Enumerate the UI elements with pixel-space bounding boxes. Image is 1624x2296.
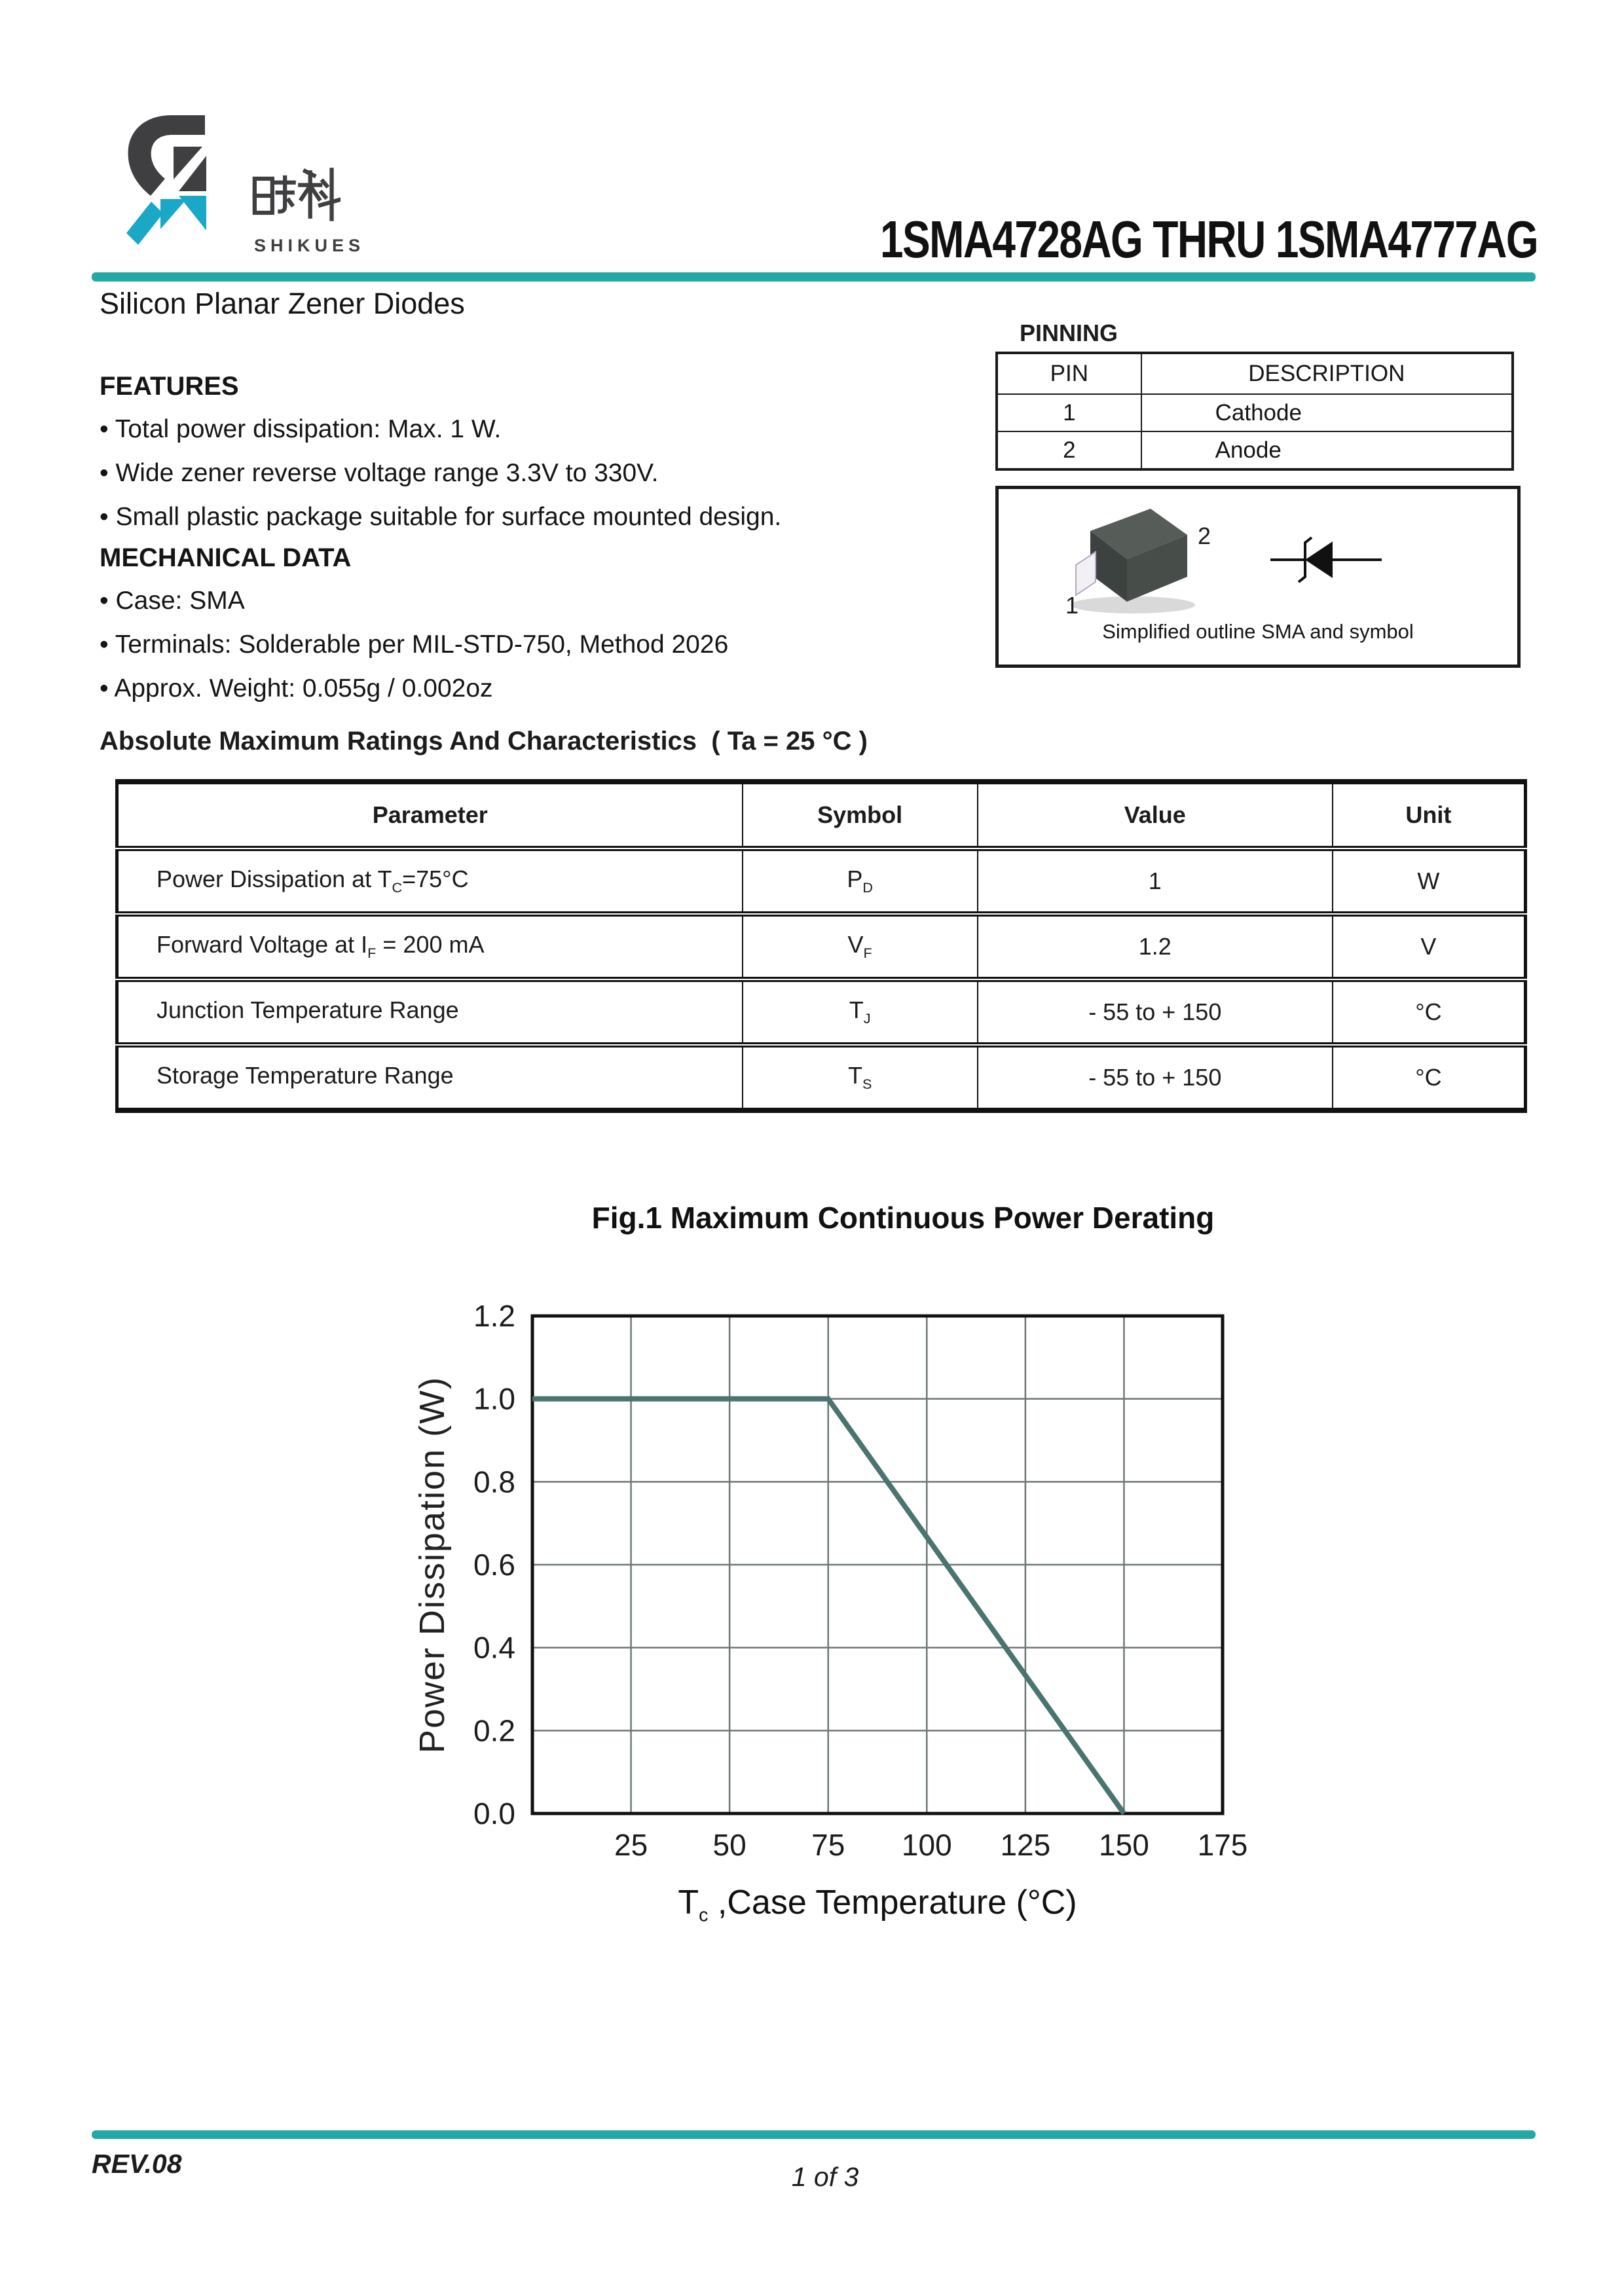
column-header: Parameter: [117, 782, 743, 851]
symbol-cell: TS: [742, 1045, 978, 1110]
pinning-heading: PINNING: [1020, 319, 1118, 346]
value-cell: 1: [977, 848, 1333, 917]
footer-rule: [92, 2130, 1536, 2139]
logo-latin-text: SHIKUES: [254, 236, 365, 255]
sma-package-image: 2 1: [1065, 509, 1211, 619]
unit-cell: °C: [1415, 1064, 1442, 1091]
pin-number: 2: [996, 431, 1142, 470]
symbol-cell: PD: [742, 848, 978, 917]
parameter-cell: Forward Voltage at IF = 200 mA: [117, 914, 743, 982]
revision-label: REV.08: [92, 2149, 182, 2179]
y-axis-label: Power Dissipation (W): [413, 1376, 452, 1754]
table-row: Forward Voltage at IF = 200 mA VF 1.2 V: [117, 914, 1526, 982]
value-cell: 1.2: [977, 914, 1333, 982]
derating-chart: 25 50 75 100 125 150 175 0.0 0.2 0.4 0.6 0.8 1.0 1.2: [367, 1277, 1297, 1866]
mechanical-item: Terminals: Solderable per MIL-STD-750, M…: [100, 623, 728, 666]
unit-cell: V: [1332, 914, 1526, 982]
feature-item: Total power dissipation: Max. 1 W.: [100, 407, 781, 451]
package-pin2-label: 2: [1198, 522, 1211, 549]
page-number: 1 of 3: [791, 2162, 859, 2192]
feature-item: Wide zener reverse voltage range 3.3V to…: [100, 451, 781, 495]
svg-text:125: 125: [1000, 1828, 1050, 1862]
svg-text:0.4: 0.4: [473, 1631, 515, 1665]
mechanical-heading: MECHANICAL DATA: [100, 543, 352, 572]
svg-text:100: 100: [902, 1828, 952, 1862]
pin-description: Cathode: [1140, 393, 1514, 432]
column-header: Unit: [1332, 782, 1526, 851]
mechanical-item: Approx. Weight: 0.055g / 0.002oz: [100, 666, 728, 710]
x-axis-label: Tc ,Case Temperature (°C): [678, 1884, 1077, 1926]
table-row: Power Dissipation at TC=75°C PD 1 W: [117, 848, 1526, 917]
shike-cjk-logotype: [252, 168, 341, 221]
table-header-row: Parameter Symbol Value Unit: [117, 782, 1526, 851]
svg-text:50: 50: [713, 1828, 747, 1862]
parameter-cell: Junction Temperature Range: [117, 979, 743, 1048]
features-heading: FEATURES: [100, 372, 239, 401]
feature-item: Small plastic package suitable for surfa…: [100, 495, 782, 539]
svg-text:25: 25: [614, 1828, 648, 1862]
svg-text:75: 75: [811, 1828, 845, 1862]
header-rule: [92, 272, 1536, 282]
svg-text:0.6: 0.6: [473, 1548, 515, 1582]
parameter-cell: Storage Temperature Range: [117, 1045, 743, 1110]
package-pin1-label: 1: [1065, 592, 1079, 619]
mechanical-item: Case: SMA: [100, 579, 728, 623]
features-list: Total power dissipation: Max. 1 W. Wide …: [100, 407, 781, 539]
svg-text:175: 175: [1198, 1828, 1248, 1862]
table-row: 1 Cathode: [996, 393, 1514, 432]
value-cell: - 55 to + 150: [977, 979, 1333, 1048]
table-row: Junction Temperature Range TJ - 55 to + …: [117, 979, 1526, 1048]
svg-text:1.0: 1.0: [473, 1382, 515, 1416]
parameter-cell: Power Dissipation at TC=75°C: [117, 848, 743, 917]
unit-cell: °C: [1332, 979, 1526, 1048]
column-header: Symbol: [742, 782, 978, 851]
column-header: Value: [977, 782, 1333, 851]
svg-text:0.2: 0.2: [473, 1713, 515, 1747]
mechanical-list: Case: SMA Terminals: Solderable per MIL-…: [100, 579, 728, 710]
document-subtitle: Silicon Planar Zener Diodes: [100, 287, 465, 320]
value-cell: - 55 to + 150: [977, 1045, 1333, 1110]
svg-text:1.2: 1.2: [473, 1299, 515, 1333]
shikues-logo-mark: [126, 115, 206, 245]
table-row: 2 Anode: [996, 431, 1514, 470]
figure-title: Fig.1 Maximum Continuous Power Derating: [591, 1201, 1215, 1235]
pin-number: 1: [996, 393, 1142, 432]
zener-diode-symbol-icon: [1270, 536, 1382, 583]
package-outline-box: 2 1 Simplified outline SMA and symbol: [995, 486, 1521, 668]
ratings-table: Parameter Symbol Value Unit Power Dissip…: [115, 779, 1527, 1113]
pin-description: Anode: [1140, 431, 1514, 470]
ratings-heading: Absolute Maximum Ratings And Characteris…: [100, 727, 868, 756]
pin-column-header: PIN: [996, 352, 1142, 395]
symbol-cell: TJ: [742, 979, 978, 1048]
svg-text:0.8: 0.8: [473, 1465, 515, 1499]
logo-hook-shape: [128, 115, 205, 196]
pinning-table: PIN DESCRIPTION 1 Cathode 2 Anode: [995, 352, 1514, 471]
description-column-header: DESCRIPTION: [1140, 352, 1514, 395]
outline-caption: Simplified outline SMA and symbol: [1102, 620, 1414, 643]
symbol-cell: VF: [742, 914, 978, 982]
table-row: Storage Temperature Range TS - 55 to + 1…: [117, 1045, 1526, 1110]
svg-text:0.0: 0.0: [473, 1796, 515, 1831]
svg-text:150: 150: [1099, 1828, 1149, 1862]
page-title: 1SMA4728AG THRU 1SMA4777AG: [879, 210, 1539, 268]
derating-chart-svg: 25 50 75 100 125 150 175 0.0 0.2 0.4 0.6 0.8 1.0 1.2: [473, 1299, 1248, 1862]
unit-cell: W: [1332, 848, 1526, 917]
